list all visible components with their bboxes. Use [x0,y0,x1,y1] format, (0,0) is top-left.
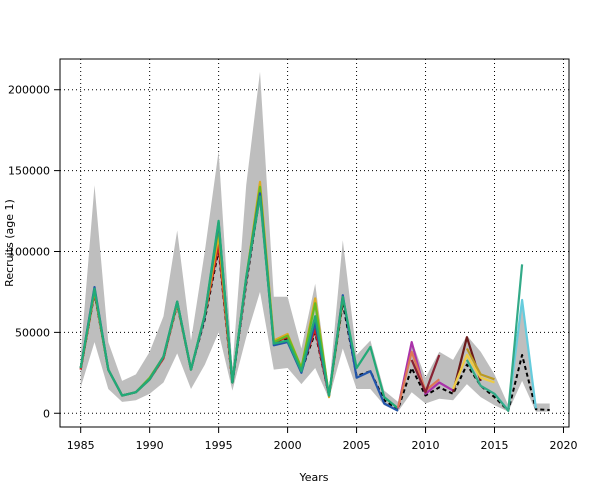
series-line-7 [396,341,454,409]
series-line-9 [410,354,441,394]
series-line-12 [465,347,495,381]
series-group [79,180,550,412]
x-tick-label: 2010 [412,439,440,452]
x-tick-label: 1995 [205,439,233,452]
y-tick-label: 150000 [8,165,50,178]
x-tick-label: 1990 [136,439,164,452]
series-line-6 [79,195,399,410]
x-axis: 1985 1990 1995 2000 2005 2010 2015 2020 [67,427,577,452]
x-tick-label: 2005 [343,439,371,452]
y-axis: 0 50000 100000 150000 200000 [8,84,60,420]
y-tick-label: 100000 [8,245,50,258]
x-tick-label: 1985 [67,439,95,452]
y-axis-title: Recruits (age 1) [3,199,16,287]
x-axis-title: Years [298,471,328,484]
plot-frame [59,58,570,428]
x-tick-label: 2015 [481,439,509,452]
series-line-11 [452,353,495,390]
confidence-band [80,71,550,412]
x-tick-label: 2020 [549,439,577,452]
x-tick-label: 2000 [274,439,302,452]
series-line-14 [465,264,524,412]
y-tick-label: 50000 [15,326,50,339]
y-tick-label: 0 [43,407,50,420]
series-line-8 [396,350,440,408]
y-tick-label: 200000 [8,84,50,97]
